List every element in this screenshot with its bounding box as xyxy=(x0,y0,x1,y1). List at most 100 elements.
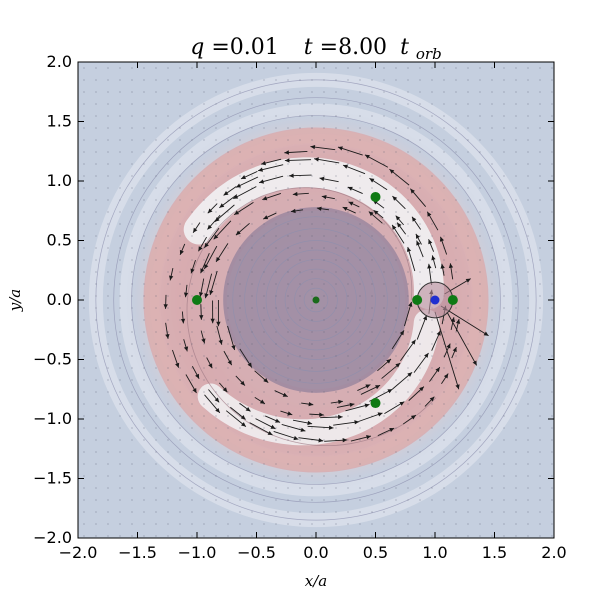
field-dot xyxy=(239,199,241,201)
field-dot xyxy=(443,439,445,441)
field-dot xyxy=(371,211,373,213)
field-dot xyxy=(383,319,385,321)
field-dot xyxy=(383,391,385,393)
field-dot xyxy=(371,127,373,129)
field-dot xyxy=(335,283,337,285)
x-tick-label: 0.0 xyxy=(303,543,328,562)
flow-arrow xyxy=(434,311,460,390)
field-dot xyxy=(299,67,301,69)
field-dot xyxy=(227,523,229,525)
field-dot xyxy=(239,331,241,333)
field-dot xyxy=(443,511,445,513)
field-dot xyxy=(179,211,181,213)
field-dot xyxy=(83,67,85,69)
x-tick-label: 2.0 xyxy=(541,543,566,562)
flow-arrow xyxy=(451,346,457,359)
flow-arrow xyxy=(307,425,334,430)
field-dot xyxy=(83,247,85,249)
flow-arrow xyxy=(392,371,413,390)
field-dot xyxy=(179,499,181,501)
flow-arrow xyxy=(324,438,348,443)
field-dot xyxy=(179,79,181,81)
field-dot xyxy=(539,391,541,393)
field-dot xyxy=(479,523,481,525)
field-dot xyxy=(215,211,217,213)
field-dot xyxy=(119,535,121,537)
field-dot xyxy=(383,103,385,105)
field-dot xyxy=(179,511,181,513)
field-dot xyxy=(311,235,313,237)
field-dot xyxy=(119,367,121,369)
field-dot xyxy=(359,67,361,69)
field-dot xyxy=(119,235,121,237)
field-dot xyxy=(239,343,241,345)
field-dot xyxy=(551,415,553,417)
field-dot xyxy=(275,175,277,177)
field-dot xyxy=(551,67,553,69)
field-dot xyxy=(107,151,109,153)
field-dot xyxy=(299,115,301,117)
field-dot xyxy=(131,271,133,273)
field-dot xyxy=(287,139,289,141)
field-dot xyxy=(395,271,397,273)
field-dot xyxy=(155,79,157,81)
field-dot xyxy=(347,103,349,105)
contour-line xyxy=(294,278,338,322)
field-dot xyxy=(551,115,553,117)
field-dot xyxy=(491,259,493,261)
field-dot xyxy=(143,463,145,465)
field-dot xyxy=(407,199,409,201)
field-dot xyxy=(323,283,325,285)
field-dot xyxy=(515,451,517,453)
field-dot xyxy=(83,499,85,501)
field-dot xyxy=(311,79,313,81)
velocity-field-dots xyxy=(83,67,553,537)
field-dot xyxy=(515,535,517,537)
field-dot xyxy=(335,523,337,525)
field-dot xyxy=(179,295,181,297)
field-dot xyxy=(119,127,121,129)
field-dot xyxy=(431,115,433,117)
field-dot xyxy=(395,103,397,105)
field-dot xyxy=(275,487,277,489)
field-dot xyxy=(251,91,253,93)
field-dot xyxy=(299,487,301,489)
field-dot xyxy=(407,511,409,513)
field-dot xyxy=(419,283,421,285)
field-dot xyxy=(155,307,157,309)
field-dot xyxy=(407,403,409,405)
field-dot xyxy=(359,523,361,525)
field-dot xyxy=(419,223,421,225)
field-dot xyxy=(455,367,457,369)
flow-arrow xyxy=(431,330,441,351)
field-dot xyxy=(107,415,109,417)
field-dot xyxy=(155,415,157,417)
field-dot xyxy=(311,511,313,513)
flow-arrow xyxy=(179,243,186,256)
field-dot xyxy=(167,295,169,297)
field-dot xyxy=(95,307,97,309)
field-dot xyxy=(407,415,409,417)
field-dot xyxy=(191,427,193,429)
field-dot xyxy=(251,355,253,357)
field-dot xyxy=(263,487,265,489)
field-dot xyxy=(359,463,361,465)
field-dot xyxy=(347,367,349,369)
field-dot xyxy=(311,295,313,297)
field-dot xyxy=(359,487,361,489)
field-dot xyxy=(467,79,469,81)
field-dot xyxy=(551,139,553,141)
field-dot xyxy=(431,367,433,369)
field-dot xyxy=(515,523,517,525)
contour-line xyxy=(275,259,357,341)
field-dot xyxy=(275,283,277,285)
title-t-unit-sub: orb xyxy=(416,45,442,63)
field-dot xyxy=(227,511,229,513)
field-dot xyxy=(119,427,121,429)
field-dot xyxy=(119,475,121,477)
field-dot xyxy=(383,343,385,345)
flow-arrow xyxy=(185,374,197,394)
field-dot xyxy=(431,403,433,405)
field-dot xyxy=(407,151,409,153)
field-dot xyxy=(479,391,481,393)
